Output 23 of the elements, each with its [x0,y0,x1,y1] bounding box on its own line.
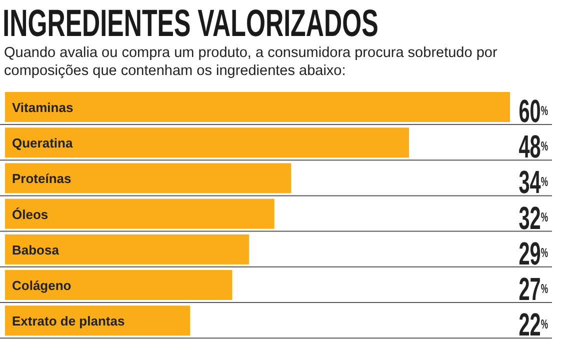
bar [5,306,190,336]
data-label: 32$^{%}$ [518,200,548,236]
data-label: 34$^{%}$ [518,164,548,200]
bar [5,198,274,229]
chart-title: INGREDIENTES VALORIZADOS [2,2,378,44]
y-tick-label: Extrato de plantas [12,314,125,329]
bar [5,234,250,264]
chart-subtitle: Quando avalia ou compra um produto, a consumidora procura sobretudo por composições que contenham os ingredientes abaixo: [4,45,498,79]
bar [5,92,510,122]
data-label: 29$^{%}$ [518,236,548,272]
y-tick-label: Proteínas [12,171,72,186]
data-label: 48$^{%}$ [518,128,548,165]
bar [5,270,232,300]
bar [5,128,409,158]
y-tick-label: Colágeno [12,278,72,293]
bar [5,163,292,194]
data-label: 60$^{%}$ [518,93,548,130]
data-label: 27$^{%}$ [518,271,548,308]
data-label: 22$^{%}$ [518,306,548,343]
y-tick-label: Óleos [12,206,48,222]
y-tick-label: Queratina [12,136,74,151]
y-tick-label: Babosa [12,242,60,258]
y-tick-label: Vitaminas [12,100,74,115]
